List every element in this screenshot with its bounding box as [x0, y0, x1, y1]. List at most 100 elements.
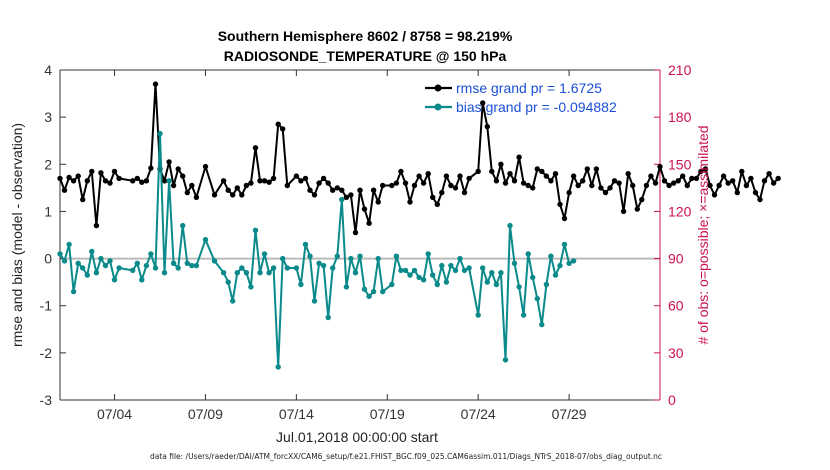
bias-point	[84, 272, 91, 278]
rmse-point	[448, 182, 454, 189]
rmse-point	[748, 175, 754, 182]
bias-point	[339, 196, 345, 203]
bias-point	[134, 260, 140, 266]
x-tick-label: 07/19	[370, 406, 405, 422]
rmse-point	[361, 206, 368, 212]
bias-point	[166, 178, 172, 184]
rmse-point	[193, 194, 200, 200]
rmse-point	[134, 175, 140, 182]
rmse-point	[561, 215, 568, 222]
rmse-point	[143, 178, 150, 184]
rmse-point	[707, 182, 713, 189]
bias-point	[139, 277, 145, 283]
rmse-point	[116, 175, 122, 182]
bias-point	[352, 270, 359, 276]
bias-point	[507, 222, 513, 229]
bias-point	[375, 255, 381, 262]
rmse-point	[575, 182, 581, 189]
y-axis-ticks: -3 -2 -1 0 1 2 3 4	[40, 62, 66, 408]
rmse-point	[675, 178, 681, 184]
rmse-point	[152, 81, 159, 87]
bias-point	[457, 255, 463, 262]
rmse-point	[502, 180, 509, 186]
y-tick-label: -2	[40, 345, 53, 361]
chart-title-line1: Southern Hemisphere 8602 / 8758 = 98.219…	[218, 28, 513, 44]
bias-point	[330, 265, 336, 271]
bias-point	[407, 272, 413, 278]
bias-point	[116, 265, 122, 271]
bias-point	[234, 270, 240, 276]
right-y-axis-ticks: 0 30 60 90 120 150 180 210	[654, 62, 692, 408]
rmse-point	[420, 180, 427, 186]
bias-point	[89, 248, 95, 255]
bias-point	[302, 241, 309, 248]
legend-rmse-marker	[434, 84, 442, 92]
rmse-point	[111, 168, 118, 175]
rmse-point	[484, 123, 490, 130]
bias-point	[511, 260, 518, 266]
right-y-axis-label: # of obs: o=possible; ×=assimilated	[695, 125, 711, 344]
bias-point	[434, 281, 440, 288]
bias-point	[252, 227, 259, 233]
bias-point	[380, 288, 386, 295]
rmse-point	[261, 178, 268, 184]
rmse-point	[393, 180, 400, 186]
rmse-point	[648, 173, 654, 179]
bias-point	[202, 237, 209, 243]
bias-point	[248, 284, 254, 290]
rmse-point	[770, 180, 777, 186]
bias-series-line	[59, 132, 575, 368]
bias-point	[448, 262, 454, 269]
rmse-point	[743, 182, 750, 189]
right-y-tick-label: 180	[668, 109, 692, 125]
footnote: data file: /Users/raeder/DAI/ATM_forcXX/…	[150, 452, 662, 461]
bias-point	[148, 251, 154, 257]
bias-point	[411, 267, 418, 274]
bias-point	[530, 274, 536, 281]
rmse-point	[480, 100, 486, 106]
bias-point	[366, 293, 372, 299]
rmse-point	[225, 187, 231, 193]
rmse-point	[148, 165, 154, 171]
bias-point	[420, 277, 427, 283]
rmse-point	[402, 180, 409, 186]
rmse-point	[370, 187, 377, 193]
rmse-point	[89, 168, 95, 175]
x-tick-label: 07/24	[461, 406, 496, 422]
rmse-point	[757, 196, 763, 203]
plot-area	[59, 69, 661, 401]
bias-point	[298, 281, 304, 288]
rmse-point	[75, 173, 81, 179]
x-tick-label: 07/29	[552, 406, 587, 422]
rmse-point	[202, 163, 209, 170]
rmse-point	[766, 171, 772, 177]
rmse-point	[252, 145, 259, 151]
bias-point	[266, 270, 272, 276]
rmse-point	[693, 175, 700, 182]
bias-point	[320, 262, 327, 269]
bias-point	[311, 298, 318, 304]
bias-point	[184, 260, 190, 266]
rmse-point	[666, 182, 672, 189]
y-tick-label: 2	[44, 156, 52, 172]
bias-point	[70, 288, 77, 295]
rmse-point	[130, 178, 136, 184]
rmse-point	[166, 159, 172, 165]
rmse-point	[507, 171, 513, 177]
bias-point	[493, 281, 500, 288]
bias-point	[484, 279, 490, 285]
bias-point	[57, 251, 63, 257]
rmse-point	[320, 175, 327, 182]
rmse-point	[489, 168, 495, 175]
bias-point	[220, 270, 227, 276]
rmse-point	[702, 166, 709, 172]
legend-bias-label: bias grand pr = -0.094882	[456, 99, 617, 115]
x-tick-label: 07/04	[97, 406, 132, 422]
rmse-point	[525, 182, 531, 189]
rmse-point	[243, 182, 250, 189]
rmse-point	[211, 192, 218, 198]
bias-point	[270, 265, 277, 271]
rmse-point	[98, 170, 104, 176]
bias-point	[98, 255, 104, 262]
bias-point	[389, 281, 395, 288]
